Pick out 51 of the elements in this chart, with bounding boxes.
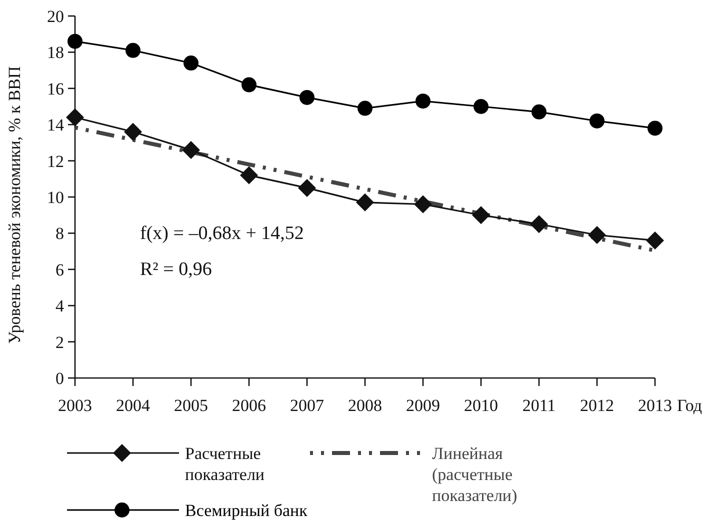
y-tick-label: 6 [56,260,64,280]
point [472,206,490,224]
y-tick-label: 18 [47,43,64,62]
x-tick-label: 2012 [580,396,614,415]
y-tick-label: 4 [56,296,64,316]
x-tick-label: 2009 [406,396,440,415]
x-tick-label: 2008 [348,396,382,415]
text: Всемирный банк [185,501,308,520]
y-tick-label: 14 [47,116,64,135]
y-tick-label: 20 [47,6,64,26]
text: Расчетные показатели [185,444,265,484]
y-tick-label: 8 [56,224,64,244]
annotation: R² = 0,96 [140,259,212,280]
y-tick-label: 0 [56,368,64,388]
point [530,215,548,234]
x-tick-label: 2003 [58,396,92,415]
x-tick-label: 2013 [638,396,672,415]
x-axis-title: Год [677,396,702,415]
y-tick-label: 10 [47,188,64,207]
x-tick-label: 2010 [464,396,498,415]
point [648,120,662,136]
point [242,77,256,92]
x-tick-label: 2011 [522,396,556,415]
x-tick-label: 2004 [116,396,150,415]
point [124,122,142,141]
x-tick-label: 2007 [290,396,324,415]
y-tick-label: 12 [47,152,64,171]
point [240,166,258,184]
point [68,34,82,49]
point [358,100,372,116]
y-tick-label: 2 [56,332,64,352]
point [184,56,198,71]
point [416,94,430,109]
point [532,104,546,120]
point [414,195,432,214]
point [646,231,664,250]
text: Линейная (расчетные показатели) [432,444,518,505]
point [300,90,314,105]
annotation: f(x) = –0,68x + 14,52 [140,223,304,244]
point [590,113,604,128]
point [66,108,84,126]
x-tick-label: 2006 [232,396,266,415]
x-tick-label: 2005 [174,396,208,415]
point [356,193,374,212]
y-tick-label: 16 [47,79,64,98]
point [298,178,316,197]
y-axis-title: Уровень теневой экономики, % к ВВП [5,66,24,344]
point [182,140,200,159]
point [126,42,140,58]
point [474,99,488,114]
point [588,226,606,244]
